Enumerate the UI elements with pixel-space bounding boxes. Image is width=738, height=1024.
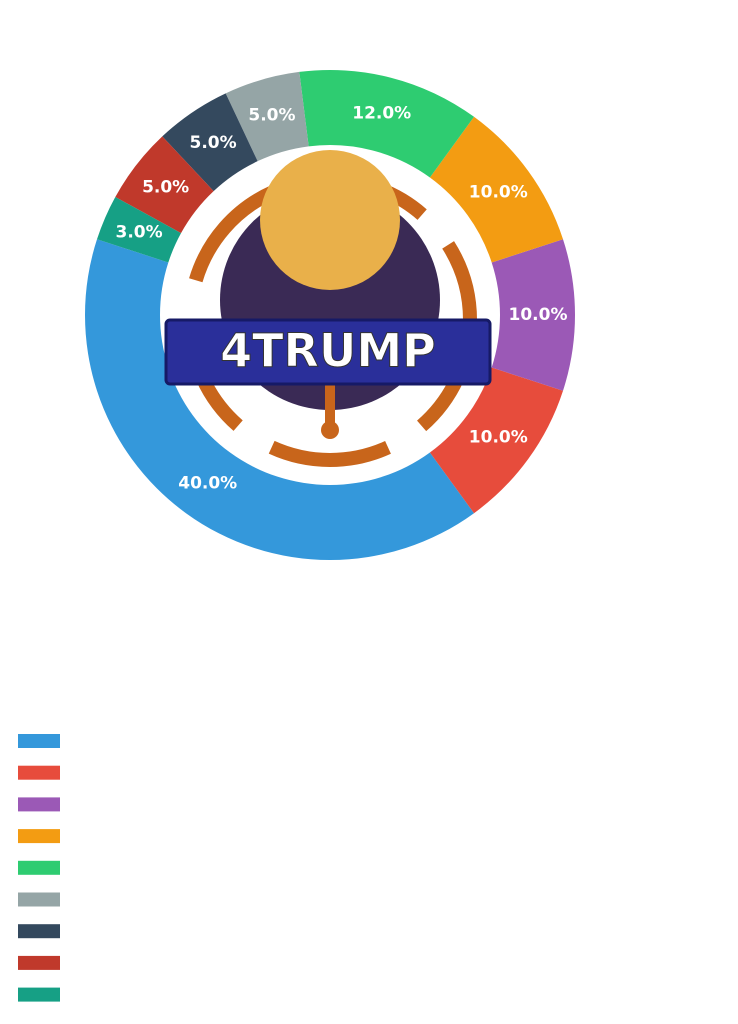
value-label: 5.0%	[190, 133, 237, 153]
legend-swatch	[18, 829, 60, 844]
legend-swatch	[18, 892, 60, 907]
donut	[85, 70, 575, 560]
logo-text: 4TRUMP	[220, 324, 436, 378]
logo-knob	[321, 421, 339, 439]
donut-slice	[429, 367, 564, 514]
legend-swatch	[18, 797, 60, 812]
legend-swatch	[18, 987, 60, 1002]
value-label: 10.0%	[469, 183, 528, 203]
value-label: 40.0%	[178, 473, 237, 493]
donut-slice	[429, 116, 564, 263]
legend-swatch	[18, 924, 60, 939]
donut-slice	[115, 136, 214, 234]
value-label: 12.0%	[352, 104, 411, 124]
donut-slice	[96, 196, 182, 263]
value-label: 5.0%	[248, 105, 295, 125]
legend-swatch	[18, 734, 60, 748]
legend-swatch	[18, 860, 60, 875]
donut-slice	[225, 71, 309, 162]
legend-swatch	[18, 765, 60, 780]
donut-slice	[299, 70, 475, 178]
value-label: 3.0%	[116, 222, 163, 242]
donut-slice	[85, 239, 475, 560]
value-label: 5.0%	[142, 178, 189, 198]
logo-banner	[164, 318, 492, 386]
donut-slice	[491, 239, 575, 391]
logo-emblem	[260, 150, 400, 290]
legend-swatch	[18, 955, 60, 970]
value-label: 10.0%	[469, 427, 528, 447]
logo: 4TRUMP	[164, 150, 492, 467]
donut-slice	[162, 93, 258, 192]
value-label: 10.0%	[509, 305, 568, 325]
